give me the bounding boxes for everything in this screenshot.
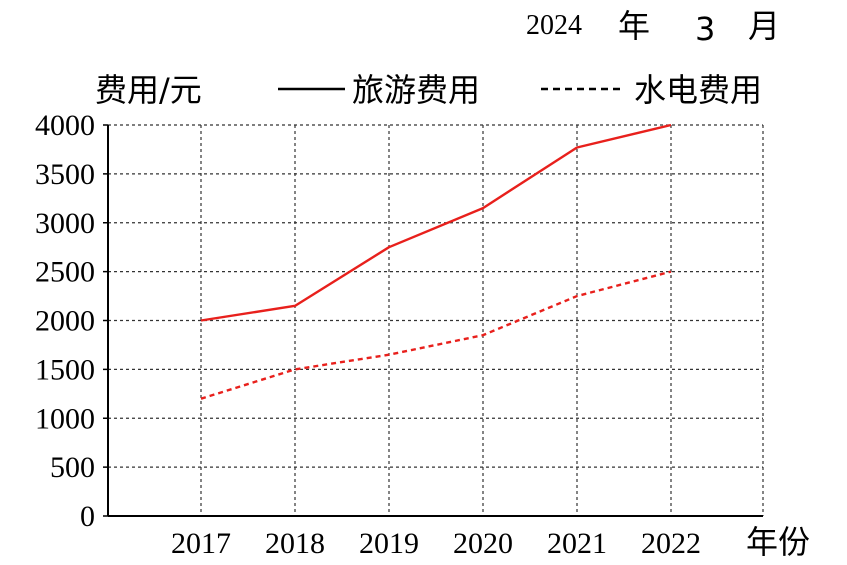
header-year: 2024 <box>526 10 582 41</box>
y-axis-label: 费用/元 <box>95 71 202 109</box>
legend-label-series-1: 旅游费用 <box>352 71 480 109</box>
x-tick-label: 2020 <box>453 527 513 560</box>
x-tick-label: 2019 <box>359 527 419 560</box>
y-tick-label: 1000 <box>35 402 95 435</box>
y-tick-label: 2000 <box>35 305 95 338</box>
series-lines <box>200 123 672 400</box>
header-year-unit: 年 <box>618 7 650 45</box>
y-tick-label: 3500 <box>35 158 95 191</box>
axes <box>103 124 763 517</box>
header-month: 3 <box>695 10 715 48</box>
header-month-unit: 月 <box>748 7 780 45</box>
x-tick-label: 2022 <box>641 527 701 560</box>
x-axis-label: 年份 <box>746 523 810 561</box>
x-tick-labels: 2017 2018 2019 2020 2021 2022 <box>171 527 701 560</box>
y-tick-label: 3000 <box>35 207 95 240</box>
x-tick-label: 2018 <box>265 527 325 560</box>
series-line-2 <box>200 270 672 400</box>
y-tick-label: 500 <box>50 451 95 484</box>
x-tick-label: 2021 <box>547 527 607 560</box>
y-tick-label: 2500 <box>35 256 95 289</box>
series-line-1 <box>200 123 672 322</box>
legend-label-series-2: 水电费用 <box>634 71 762 109</box>
legend: 旅游费用 水电费用 <box>278 71 762 109</box>
y-tick-label: 1500 <box>35 353 95 386</box>
grid <box>108 124 764 516</box>
x-tick-label: 2017 <box>171 527 231 560</box>
y-tick-label: 4000 <box>35 109 95 142</box>
y-tick-labels: 0 500 1000 1500 2000 2500 3000 3500 4000 <box>35 109 95 533</box>
y-tick-label: 0 <box>80 500 95 533</box>
